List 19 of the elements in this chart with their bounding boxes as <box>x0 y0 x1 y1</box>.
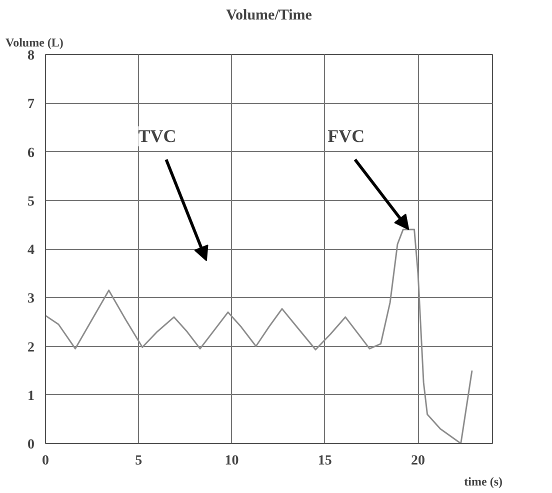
y-tick-label: 3 <box>28 292 34 307</box>
y-tick-label: 4 <box>28 243 34 258</box>
y-tick-label: 7 <box>28 97 34 112</box>
y-tick-label: 6 <box>28 146 34 161</box>
x-tick-label: 20 <box>411 454 425 468</box>
chart-title: Volume/Time <box>226 8 312 24</box>
y-tick-label: 5 <box>28 194 34 210</box>
x-tick-label: 10 <box>224 454 239 468</box>
x-tick-label: 0 <box>42 454 49 468</box>
x-tick-label: 15 <box>318 454 332 468</box>
y-tick-label: 0 <box>28 438 34 452</box>
y-axis-title: Volume (L) <box>6 36 64 50</box>
y-tick-label: 8 <box>28 48 34 64</box>
x-axis-title: time (s) <box>464 474 503 488</box>
annotation: TVC <box>138 126 176 146</box>
y-tick-label: 1 <box>28 388 34 404</box>
annotation: FVC <box>328 126 365 146</box>
y-tick-label: 2 <box>28 340 34 356</box>
x-tick-label: 5 <box>135 454 142 468</box>
